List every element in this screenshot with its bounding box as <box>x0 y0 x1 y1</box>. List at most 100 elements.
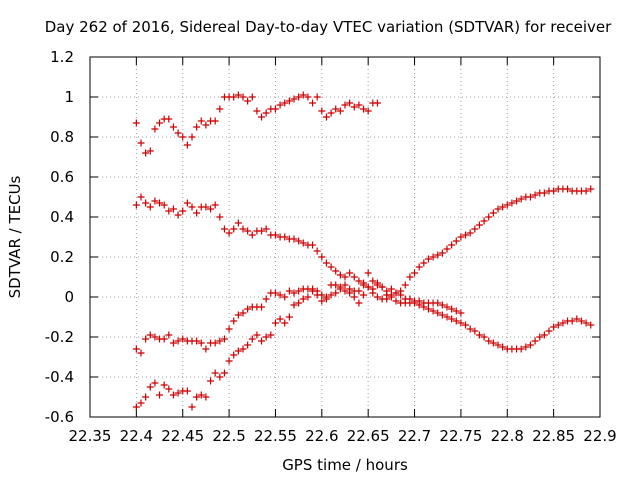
data-point <box>165 115 173 123</box>
data-point <box>299 295 307 303</box>
data-point <box>448 305 456 313</box>
data-point <box>160 381 168 389</box>
data-point <box>193 393 201 401</box>
data-point <box>309 99 317 107</box>
data-point <box>271 319 279 327</box>
data-point <box>313 93 321 101</box>
data-point <box>183 141 191 149</box>
data-point <box>434 299 442 307</box>
data-point <box>536 333 544 341</box>
y-tick-label: 0.6 <box>50 168 74 186</box>
data-point <box>169 205 177 213</box>
data-point <box>336 283 344 291</box>
data-point <box>415 263 423 271</box>
data-point <box>151 379 159 387</box>
data-point <box>526 193 534 201</box>
data-point <box>522 343 530 351</box>
data-point <box>485 213 493 221</box>
data-point <box>262 333 270 341</box>
data-point <box>304 93 312 101</box>
data-point <box>424 255 432 263</box>
data-point <box>573 315 581 323</box>
data-point <box>466 325 474 333</box>
y-tick-label: -0.2 <box>45 328 74 346</box>
data-point <box>373 99 381 107</box>
data-point <box>137 139 145 147</box>
data-point <box>313 287 321 295</box>
data-point <box>489 339 497 347</box>
y-tick-label: 1.2 <box>50 48 74 66</box>
data-point <box>559 319 567 327</box>
data-point <box>258 227 266 235</box>
data-point <box>216 105 224 113</box>
data-point <box>341 287 349 295</box>
data-point <box>480 333 488 341</box>
data-point <box>290 235 298 243</box>
data-point <box>244 305 252 313</box>
data-point <box>220 369 228 377</box>
data-point <box>174 211 182 219</box>
data-point <box>434 251 442 259</box>
data-point <box>346 269 354 277</box>
data-point <box>225 325 233 333</box>
data-point <box>179 133 187 141</box>
data-point <box>582 319 590 327</box>
data-point <box>271 231 279 239</box>
data-point <box>341 281 349 289</box>
data-point <box>151 333 159 341</box>
data-point <box>531 191 539 199</box>
x-tick-label: 22.55 <box>254 427 297 445</box>
data-point <box>406 295 414 303</box>
data-point <box>471 327 479 335</box>
data-point <box>299 91 307 99</box>
data-point <box>169 339 177 347</box>
data-point <box>211 201 219 209</box>
data-point <box>480 217 488 225</box>
data-point <box>494 205 502 213</box>
plot-frame <box>89 56 601 418</box>
data-point <box>489 209 497 217</box>
data-point <box>364 107 372 115</box>
data-point <box>332 267 340 275</box>
data-point <box>327 263 335 271</box>
data-point <box>387 285 395 293</box>
series-3 <box>132 185 595 357</box>
data-point <box>355 101 363 109</box>
data-point <box>165 385 173 393</box>
x-tick-label: 22.75 <box>439 427 482 445</box>
data-point <box>373 279 381 287</box>
x-tick-label: 22.9 <box>583 427 616 445</box>
x-tick-label: 22.7 <box>398 427 431 445</box>
data-point <box>318 253 326 261</box>
data-point <box>179 335 187 343</box>
data-point <box>568 317 576 325</box>
data-point <box>132 119 140 127</box>
x-tick-label: 22.8 <box>491 427 524 445</box>
data-point <box>443 303 451 311</box>
data-point <box>142 199 150 207</box>
data-point <box>346 285 354 293</box>
data-point <box>258 303 266 311</box>
data-point <box>193 123 201 131</box>
data-point <box>545 327 553 335</box>
y-tick-label: -0.6 <box>45 408 74 426</box>
data-point <box>513 197 521 205</box>
data-point <box>290 301 298 309</box>
data-point <box>429 253 437 261</box>
data-point <box>174 389 182 397</box>
data-point <box>290 289 298 297</box>
data-point <box>239 93 247 101</box>
data-point <box>411 269 419 277</box>
data-point <box>207 205 215 213</box>
data-point <box>587 185 595 193</box>
data-point <box>188 203 196 211</box>
x-tick-label: 22.85 <box>532 427 575 445</box>
data-point <box>332 281 340 289</box>
data-point <box>230 93 238 101</box>
data-point <box>309 285 317 293</box>
data-point <box>554 321 562 329</box>
data-point <box>466 229 474 237</box>
data-point <box>248 231 256 239</box>
data-point <box>364 283 372 291</box>
data-point <box>503 201 511 209</box>
